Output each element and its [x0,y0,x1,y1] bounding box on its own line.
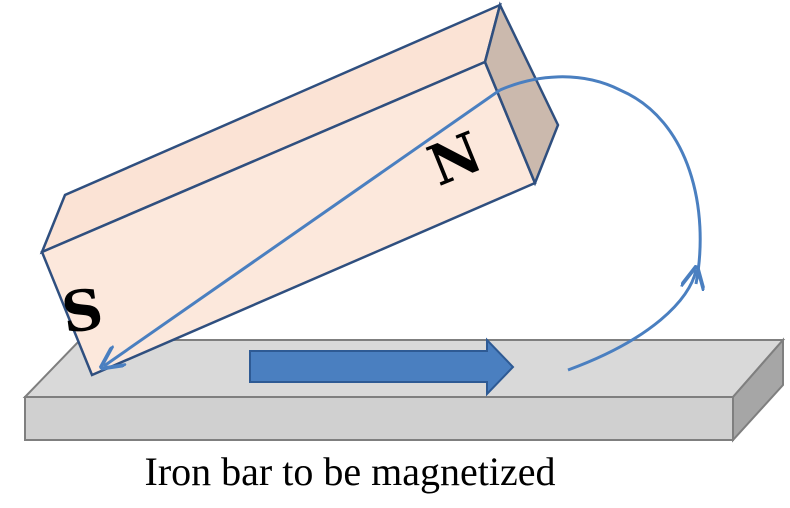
iron-bar-front-face [25,397,733,440]
bar-magnet: S N [42,5,558,375]
diagram-caption: Iron bar to be magnetized [0,448,700,495]
